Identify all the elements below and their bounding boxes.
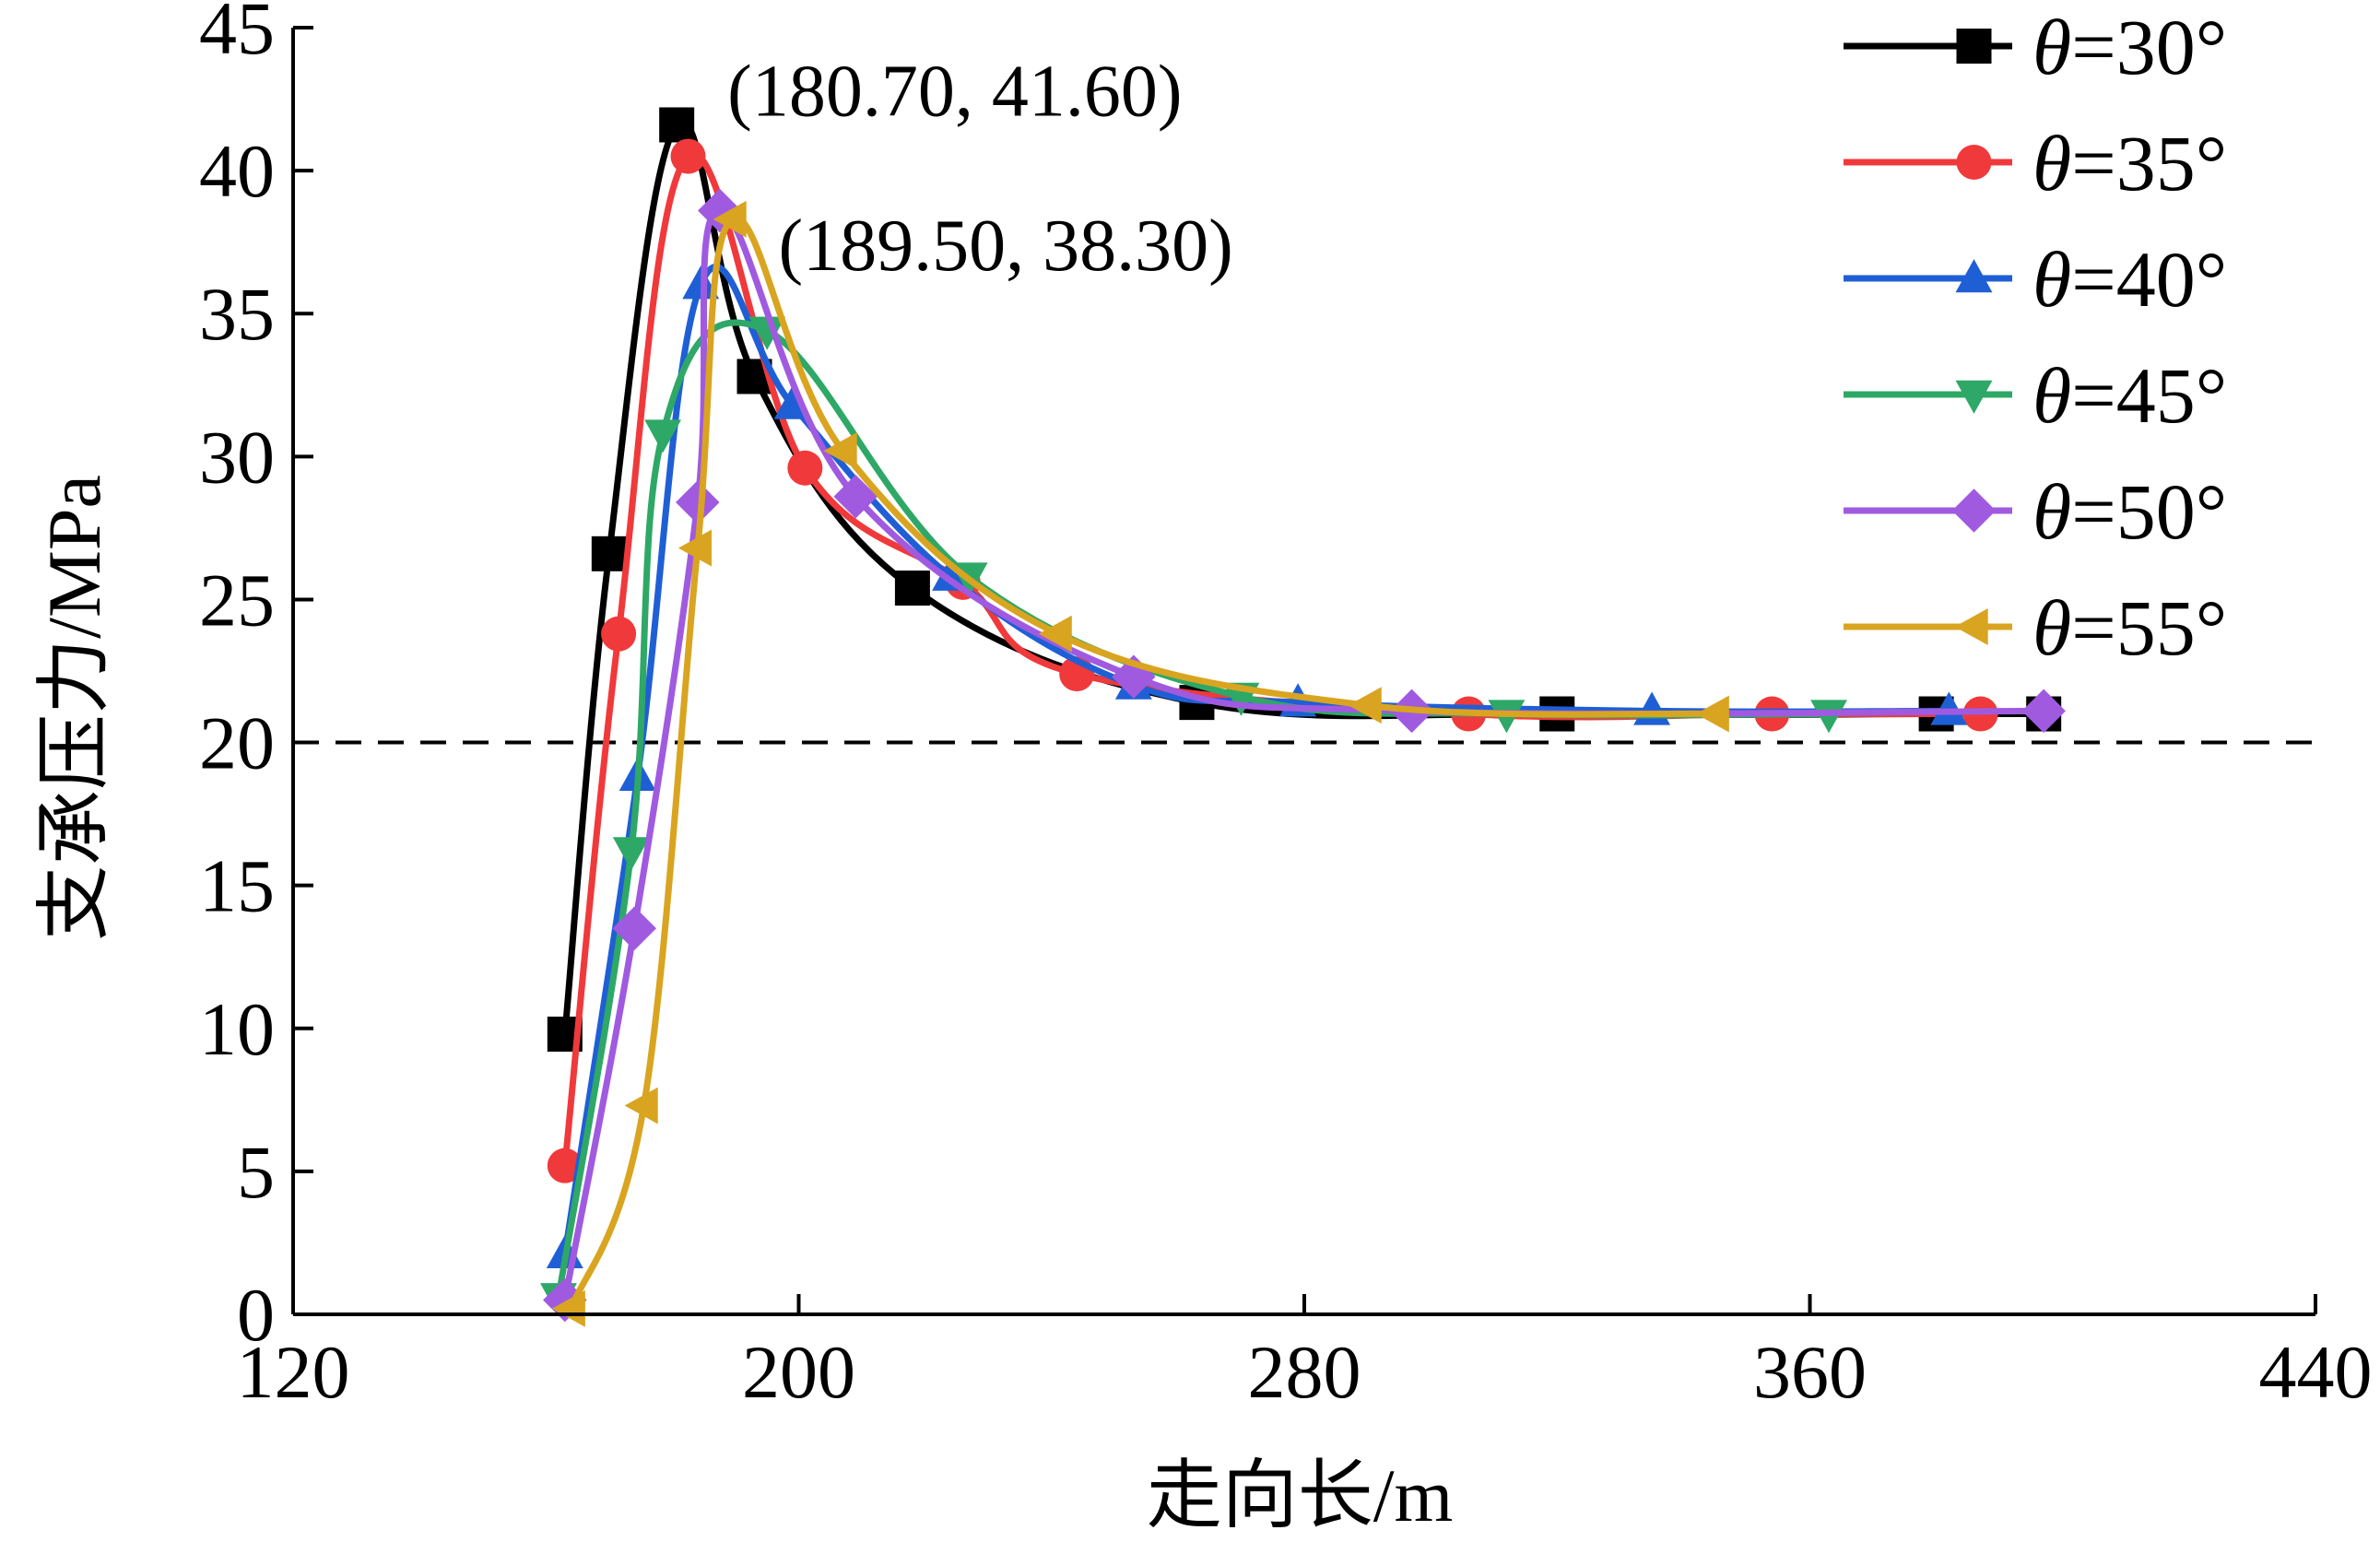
- data-point-marker: [551, 1289, 585, 1327]
- series-2: [547, 138, 1998, 1183]
- data-point-marker: [2021, 689, 2066, 734]
- data-point-marker: [1038, 615, 1072, 653]
- y-tick-label: 45: [199, 0, 275, 70]
- series-1: [547, 107, 2062, 1052]
- data-point-marker: [612, 837, 650, 871]
- y-tick-label: 40: [199, 129, 275, 213]
- legend-swatch-marker: [1951, 488, 1997, 533]
- data-point-marker: [823, 432, 857, 470]
- legend-swatch-marker: [1956, 145, 1992, 180]
- data-point-marker: [1348, 687, 1382, 724]
- data-point-marker: [659, 107, 695, 143]
- data-point-marker: [670, 138, 706, 174]
- y-tick-label: 15: [199, 844, 275, 928]
- data-point-marker: [624, 1087, 658, 1124]
- data-point-marker: [1930, 691, 1968, 725]
- series-4: [540, 316, 1848, 1317]
- x-tick-label: 360: [1753, 1330, 1867, 1414]
- x-tick-label: 200: [742, 1330, 855, 1414]
- legend-swatch-marker: [1956, 29, 1992, 64]
- data-point-marker: [787, 450, 823, 486]
- data-point-marker: [612, 906, 656, 950]
- x-tick-label: 280: [1248, 1330, 1361, 1414]
- legend-entry: θ=40°: [1844, 235, 2227, 324]
- x-tick-label: 120: [237, 1330, 350, 1414]
- y-tick-label: 20: [199, 701, 275, 785]
- legend-label: θ=55°: [2032, 583, 2227, 672]
- legend-entry: θ=50°: [1844, 467, 2227, 556]
- annotation-label: (189.50, 38.30): [779, 206, 1233, 287]
- data-point-marker: [644, 419, 682, 453]
- data-point-marker: [748, 316, 786, 350]
- series-3: [546, 264, 1968, 1269]
- axes-layer: 120 200 280 360 440 0 5 10 15 20 25 30 35 40 45: [199, 0, 2373, 1414]
- y-axis-title: 支承压力/MPa: [32, 475, 116, 941]
- data-point-marker: [1695, 695, 1729, 733]
- legend-label: θ=30°: [2032, 3, 2227, 91]
- legend-swatch-marker: [1955, 380, 1993, 414]
- series-line: [568, 215, 1719, 1312]
- data-point-marker: [601, 616, 637, 652]
- legend-label: θ=35°: [2032, 119, 2227, 207]
- series-6: [551, 200, 1729, 1327]
- data-point-marker: [713, 200, 747, 238]
- y-tick-label: 0: [237, 1273, 275, 1357]
- data-point-marker: [682, 265, 720, 300]
- data-point-marker: [1810, 700, 1848, 734]
- y-tick-label: 35: [199, 272, 275, 356]
- series-line: [561, 207, 2047, 1303]
- data-point-marker: [677, 529, 712, 567]
- data-point-marker: [894, 571, 930, 606]
- data-point-marker: [591, 536, 627, 571]
- x-tick-label: 440: [2259, 1330, 2373, 1414]
- data-point-marker: [547, 1148, 583, 1183]
- data-point-marker: [932, 557, 969, 591]
- legend-label: θ=45°: [2032, 351, 2227, 440]
- series-layer: [540, 107, 2066, 1327]
- annotation-label: (180.70, 41.60): [727, 51, 1182, 132]
- legend: θ=30° θ=35° θ=40° θ=45° θ=50° θ=55°: [1844, 3, 2227, 672]
- series-line: [555, 319, 1832, 1301]
- legend-entry: θ=30°: [1844, 3, 2227, 91]
- annotation-layer: (180.70, 41.60) (189.50, 38.30): [727, 51, 1233, 286]
- legend-swatch-marker: [1955, 259, 1993, 293]
- y-tick-label: 5: [237, 1130, 275, 1214]
- y-tick-label: 10: [199, 987, 275, 1071]
- y-tick-label: 30: [199, 415, 275, 499]
- data-point-marker: [676, 480, 720, 524]
- legend-entry: θ=55°: [1844, 583, 2227, 672]
- legend-label: θ=50°: [2032, 467, 2227, 556]
- legend-entry: θ=45°: [1844, 351, 2227, 440]
- y-tick-label: 25: [199, 558, 275, 642]
- legend-label: θ=40°: [2032, 235, 2227, 324]
- data-point-marker: [833, 475, 878, 519]
- legend-swatch-marker: [1954, 608, 1988, 645]
- x-axis-title: 走向长/m: [1147, 1454, 1454, 1537]
- series-5: [543, 188, 2066, 1323]
- legend-entry: θ=35°: [1844, 119, 2227, 207]
